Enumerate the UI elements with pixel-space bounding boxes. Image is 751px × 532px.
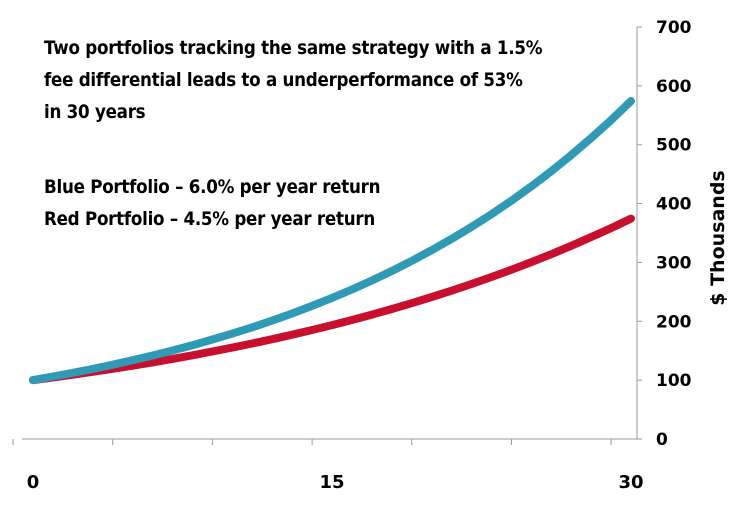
- y-tick-label: 400: [656, 195, 692, 215]
- y-axis-label: $ Thousands: [707, 170, 729, 305]
- x-tick-label: 30: [618, 472, 643, 493]
- tick-labels: 0 100 200 300 400 500 600 700 0 15 30: [27, 18, 692, 493]
- summary-annotation: Two portfolios tracking the same strateg…: [44, 32, 542, 128]
- y-tick-label: 600: [656, 77, 692, 97]
- blue-portfolio-line: [29, 97, 635, 385]
- y-tick-label: 300: [656, 253, 692, 273]
- legend-annotation: Blue Portfolio – 6.0% per year return Re…: [44, 171, 381, 235]
- red-portfolio-label: Red Portfolio – 4.5% per year return: [44, 208, 375, 230]
- blue-portfolio-label: Blue Portfolio – 6.0% per year return: [44, 176, 381, 198]
- series-lines: [29, 97, 635, 385]
- y-tick-label: 200: [656, 312, 692, 332]
- y-tick-label: 500: [656, 136, 692, 156]
- x-tick-label: 0: [27, 472, 40, 493]
- axes: [12, 26, 642, 445]
- summary-line-3: in 30 years: [44, 101, 146, 123]
- y-tick-label: 0: [656, 430, 668, 450]
- y-tick-label: 700: [656, 18, 692, 38]
- summary-line-1: Two portfolios tracking the same strateg…: [44, 37, 543, 59]
- summary-line-2: fee differential leads to a underperform…: [44, 69, 523, 91]
- x-tick-label: 15: [319, 472, 344, 493]
- red-portfolio-line: [29, 214, 635, 385]
- y-tick-label: 100: [656, 371, 692, 391]
